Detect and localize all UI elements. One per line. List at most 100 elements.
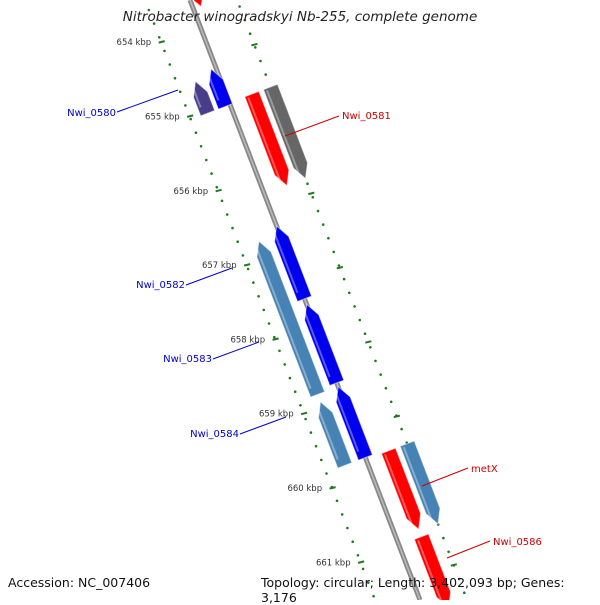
gene-feature-Nwi_0581 — [244, 90, 290, 187]
tick-dot — [152, 22, 156, 25]
tick-dot — [337, 264, 341, 267]
gene-feature-Nwi_0581-shade — [247, 97, 281, 181]
major-tick — [243, 263, 251, 267]
tick-dot — [199, 145, 203, 148]
gene-label-Nwi_0583: Nwi_0583 — [163, 354, 212, 365]
tick-dot — [184, 104, 187, 107]
major-tick — [357, 560, 365, 564]
tick-dot — [262, 308, 266, 312]
gene-feature-steel-2-shade — [316, 405, 339, 460]
gene-leader-Nwi_0583 — [212, 341, 260, 360]
gene-feature-gray-shade — [266, 90, 300, 173]
tick-dot — [320, 458, 323, 462]
tick-label-660: 660 kbp — [287, 484, 322, 494]
gene-feature-steel-1-shade — [254, 244, 312, 389]
major-tick — [215, 188, 222, 193]
gene-feature-Nwi_0583 — [304, 303, 345, 387]
gene-feature-metX — [380, 447, 422, 531]
tick-dot — [358, 318, 362, 322]
gene-label-metX: metX — [471, 464, 498, 475]
tick-dot — [314, 444, 318, 448]
gene-layer — [191, 0, 452, 600]
tick-dot — [346, 526, 349, 530]
tick-dot — [335, 499, 339, 503]
tick-dot — [372, 594, 375, 598]
major-tick — [272, 337, 279, 341]
tick-dot — [259, 59, 262, 63]
tick-dot — [342, 277, 346, 281]
tick-dot — [252, 281, 255, 284]
gene-leader-Nwi_0581 — [284, 115, 340, 137]
gene-feature-Nwi_0582-shade — [272, 229, 299, 294]
gene-feature-steel-2 — [317, 400, 353, 469]
tick-dot — [463, 591, 466, 594]
tick-dot — [327, 236, 330, 240]
gene-feature-metX-shade — [384, 453, 413, 524]
tick-dot — [325, 472, 328, 475]
tick-dot — [254, 46, 257, 49]
tick-dot — [231, 226, 234, 230]
gene-feature-gray — [262, 83, 309, 180]
tick-dot — [173, 76, 177, 80]
gene-leader-Nwi_0584 — [239, 416, 287, 435]
tick-dot — [379, 373, 383, 376]
major-tick — [300, 411, 308, 416]
tick-dot — [243, 18, 247, 22]
tick-dot — [321, 223, 325, 226]
accession-text: Accession: NC_007406 — [8, 575, 151, 590]
tick-dot — [389, 400, 393, 404]
tick-dot — [163, 49, 166, 53]
major-tick — [329, 486, 336, 490]
tick-dot — [264, 73, 268, 76]
gene-feature-Nwi_0584-shade — [333, 389, 360, 453]
gene-leader-Nwi_0580 — [116, 89, 179, 113]
tick-dot — [356, 554, 360, 557]
gene-label-Nwi_0581: Nwi_0581 — [342, 111, 391, 122]
tick-dot — [194, 131, 198, 134]
tick-dot — [257, 295, 260, 298]
genome-summary-text: Topology: circular; Length: 3,402,093 bp… — [261, 575, 565, 605]
tick-dot — [442, 536, 445, 540]
tick-dot — [299, 404, 302, 407]
tick-dot — [178, 90, 182, 94]
tick-dot — [267, 322, 271, 325]
gene-label-Nwi_0582: Nwi_0582 — [136, 280, 185, 291]
tick-dot — [348, 291, 351, 295]
major-tick — [450, 563, 458, 567]
gene-feature-Nwi_0583-shade — [302, 307, 331, 378]
tick-dot — [311, 196, 315, 199]
gene-leader-metX — [421, 467, 469, 487]
gene-feature-steel-3 — [399, 440, 441, 525]
tick-label-657: 657 kbp — [202, 261, 237, 271]
gene-feature-Nwi_0580-shade — [206, 72, 220, 101]
gene-label-Nwi_0584: Nwi_0584 — [190, 429, 239, 440]
tick-dot — [384, 386, 388, 390]
tick-label-661: 661 kbp — [316, 558, 351, 568]
tick-label-658: 658 kbp — [230, 335, 265, 345]
tick-dot — [225, 213, 229, 216]
gene-feature-steel-1 — [256, 240, 326, 398]
tick-layer: 654 kbp 655 kbp 656 kbp 657 kbp 658 kbp 659 k… — [117, 5, 466, 598]
tick-label-655: 655 kbp — [145, 112, 180, 122]
gene-feature-top-red — [192, 0, 203, 8]
tick-dot — [316, 209, 320, 213]
major-tick — [365, 340, 372, 344]
tick-label-659: 659 kbp — [259, 410, 294, 420]
tick-dot — [304, 417, 307, 421]
tick-dot — [400, 427, 403, 431]
tick-dot — [205, 158, 208, 162]
major-tick — [186, 114, 194, 118]
tick-label-654: 654 kbp — [117, 38, 152, 48]
tick-dot — [369, 346, 372, 349]
major-tick — [336, 265, 344, 270]
tick-dot — [309, 431, 313, 434]
gene-feature-Nwi_0586-shade — [417, 539, 442, 600]
tick-dot — [273, 335, 276, 339]
tick-dot — [278, 349, 281, 353]
tick-dot — [236, 240, 239, 243]
tick-dot — [158, 36, 161, 39]
tick-dot — [374, 359, 377, 363]
tick-dot — [238, 5, 241, 8]
tick-dot — [332, 250, 336, 254]
